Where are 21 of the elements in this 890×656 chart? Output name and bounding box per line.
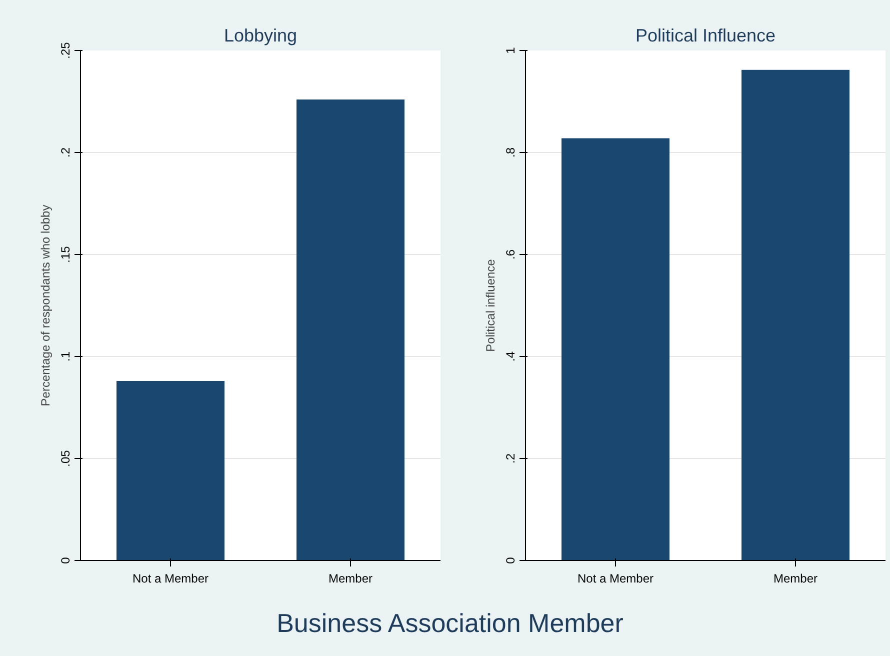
y-tick-label: .2 — [58, 147, 72, 158]
y-tick-label: 0 — [504, 556, 518, 564]
chart-title: Political Influence — [635, 26, 776, 46]
chart-title: Lobbying — [224, 26, 298, 46]
y-tick-label: .6 — [504, 249, 518, 260]
y-axis-title: Political influence — [484, 258, 498, 352]
y-tick-label: 1 — [504, 46, 518, 54]
y-tick-label: .25 — [58, 42, 72, 59]
y-tick-label: .2 — [504, 453, 518, 464]
y-tick-label: .4 — [504, 351, 518, 362]
y-tick-label: .05 — [58, 450, 72, 467]
text: Business Association Member — [276, 607, 624, 640]
y-tick-label: .8 — [504, 147, 518, 158]
x-tick-label: Not a Member — [132, 572, 209, 586]
x-tick-label: Member — [773, 572, 818, 586]
x-tick-label: Member — [328, 572, 373, 586]
y-tick-label: .1 — [58, 351, 72, 362]
y-tick-label: 0 — [58, 556, 72, 564]
y-tick-label: .15 — [58, 246, 72, 263]
y-axis-title: Percentage of respondants who lobby — [38, 204, 52, 406]
x-tick-label: Not a Member — [577, 572, 654, 586]
